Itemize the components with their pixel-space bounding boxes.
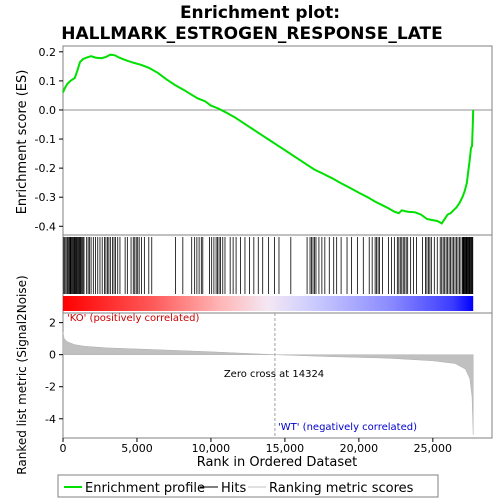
ranking-metric-area	[62, 332, 474, 435]
negative-correlation-label: 'WT' (negatively correlated)	[278, 422, 417, 433]
es-y-axis-label: Enrichment score (ES)	[15, 70, 30, 215]
es-y-tick-label: -0.2	[35, 162, 56, 175]
x-axis-label: Rank in Ordered Dataset	[197, 455, 358, 470]
x-tick-label: 20,000	[340, 442, 379, 455]
es-y-tick-label: -0.4	[35, 220, 56, 233]
es-y-tick-label: 0.2	[39, 46, 57, 59]
legend-frame	[57, 474, 439, 498]
hits-panel	[62, 234, 493, 314]
x-tick-label: 0	[60, 442, 67, 455]
positive-correlation-label: 'KO' (positively correlated)	[67, 313, 199, 324]
chart-title-line1: Enrichment plot:	[180, 3, 340, 23]
legend-label-ranking-metric: Ranking metric scores	[269, 481, 414, 496]
legend: Enrichment profile Hits Ranking metric s…	[57, 474, 439, 498]
x-tick-label: 5,000	[121, 442, 153, 455]
metric-y-tick-label: 0	[49, 349, 56, 362]
legend-label-hits: Hits	[221, 481, 246, 496]
ranked-list-color-bar	[63, 296, 474, 311]
es-panel-frame	[62, 45, 493, 236]
zero-cross-label: Zero cross at 14324	[224, 369, 324, 380]
es-y-tick-label: 0.1	[39, 75, 57, 88]
metric-y-ticks: 2 0 -2 -4	[45, 317, 63, 426]
es-y-ticks: 0.2 0.1 0.0 -0.1 -0.2 -0.3 -0.4	[35, 46, 63, 233]
metric-y-tick-label: 2	[49, 317, 56, 330]
x-tick-label: 25,000	[414, 442, 453, 455]
es-panel: 0.2 0.1 0.0 -0.1 -0.2 -0.3 -0.4 Enrichment sco…	[15, 45, 493, 236]
legend-label-enrichment-profile: Enrichment profile	[85, 481, 205, 496]
es-y-tick-label: 0.0	[39, 104, 57, 117]
x-tick-label: 15,000	[266, 442, 305, 455]
metric-y-axis-label: Ranked list metric (Signal2Noise)	[15, 275, 29, 474]
chart-title-line2: HALLMARK_ESTROGEN_RESPONSE_LATE	[61, 24, 443, 44]
hit-lines	[63, 237, 474, 294]
enrichment-profile-line	[62, 53, 475, 225]
metric-panel: Zero cross at 14324 'KO' (positively cor…	[15, 275, 493, 475]
x-axis-ticks: 0 5,000 10,000 15,000 20,000 25,000	[60, 438, 453, 455]
metric-y-tick-label: -4	[45, 413, 56, 426]
x-tick-label: 10,000	[192, 442, 231, 455]
es-y-tick-label: -0.3	[35, 191, 56, 204]
es-y-tick-label: -0.1	[35, 133, 56, 146]
metric-y-tick-label: -2	[45, 381, 56, 394]
metric-panel-frame	[62, 312, 493, 439]
